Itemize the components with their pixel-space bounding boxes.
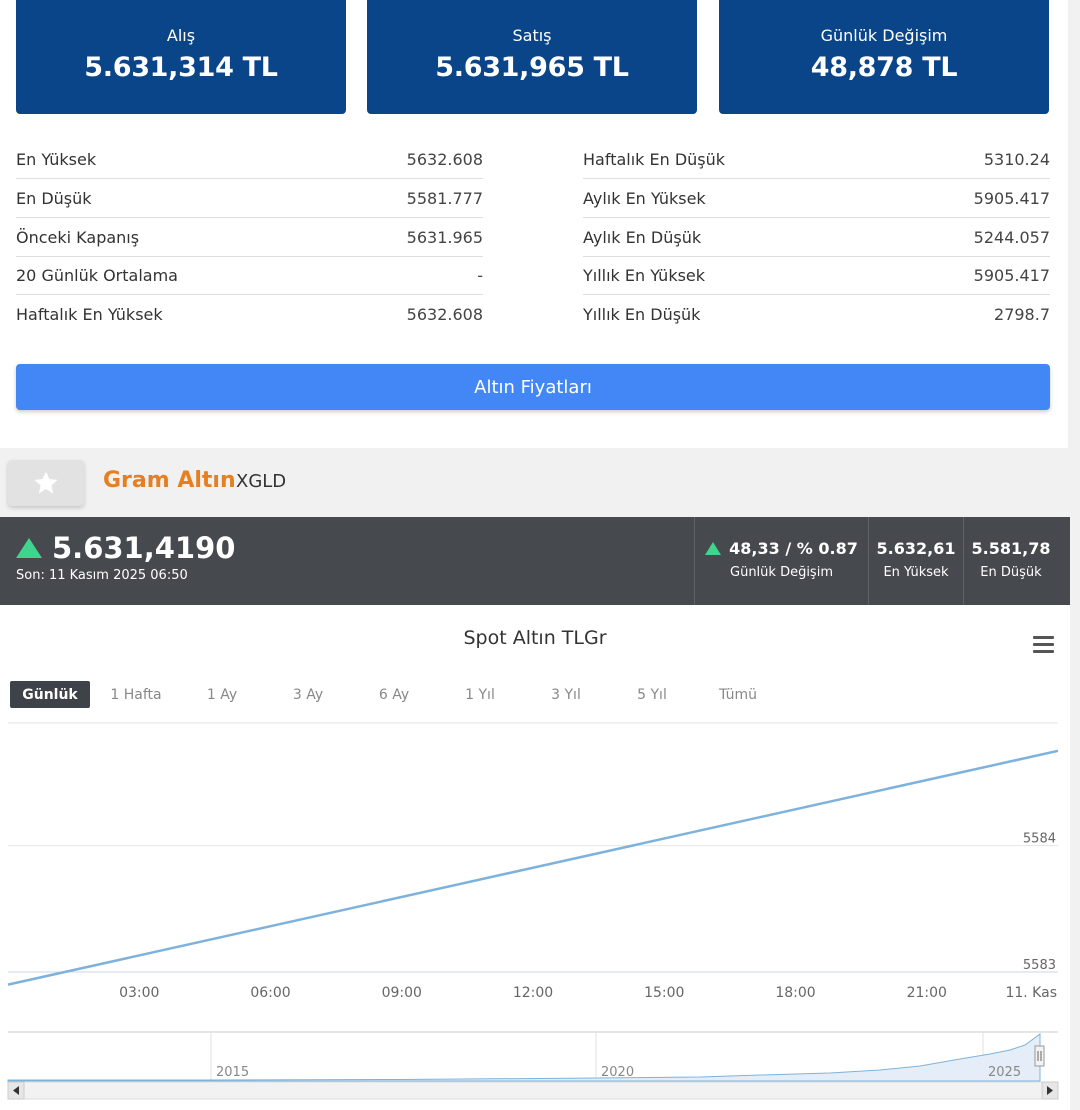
range-button-gunluk[interactable]: Günlük <box>10 681 90 708</box>
daily-change-quote-value: 48,33 / % 0.87 <box>729 539 858 558</box>
up-arrow-icon <box>705 542 722 555</box>
navigator-label: 2025 <box>988 1065 1021 1080</box>
price-summary-panel: Alış 5.631,314 TL Satış 5.631,965 TL Gün… <box>0 0 1068 448</box>
daily-change-quote: 48,33 / % 0.87 <box>695 539 868 558</box>
up-arrow-icon <box>16 538 42 558</box>
stat-value: 5581.777 <box>406 188 483 208</box>
range-button-5-yil[interactable]: 5 Yıl <box>637 686 667 703</box>
stat-row-low: En Düşük 5581.777 <box>16 179 483 218</box>
stat-label: En Yüksek <box>16 149 97 169</box>
stat-label: Haftalık En Düşük <box>583 149 726 169</box>
stat-row-high: En Yüksek 5632.608 <box>16 140 483 179</box>
range-button-tumu[interactable]: Tümü <box>718 686 757 703</box>
daily-change-value: 48,878 TL <box>810 52 958 83</box>
last-update-time: Son: 11 Kasım 2025 06:50 <box>16 568 188 583</box>
low-cell: 5.581,78 En Düşük <box>963 517 1058 605</box>
current-price-value: 5.631,4190 <box>52 531 236 565</box>
quote-bar: 5.631,4190 Son: 11 Kasım 2025 06:50 48,3… <box>0 517 1070 605</box>
low-label: En Düşük <box>980 565 1042 580</box>
range-button-6-ay[interactable]: 6 Ay <box>378 686 410 703</box>
high-label: En Yüksek <box>883 565 949 580</box>
line-chart: 03:00 06:00 09:00 12:00 15:00 18:00 21:00 11. K… <box>7 722 1059 1100</box>
stat-label: Haftalık En Yüksek <box>16 305 163 324</box>
scroll-right-icon <box>1047 1086 1053 1095</box>
navigator-label: 2015 <box>216 1065 249 1080</box>
x-tick-label: 03:00 <box>119 985 159 1001</box>
stat-label: Yıllık En Yüksek <box>583 265 706 285</box>
daily-change-cell: 48,33 / % 0.87 Günlük Değişim <box>694 517 868 605</box>
stat-label: Aylık En Yüksek <box>583 188 706 208</box>
navigator-handle[interactable] <box>1034 1045 1045 1067</box>
x-tick-label: 15:00 <box>644 985 684 1001</box>
current-price: 5.631,4190 <box>16 531 235 565</box>
range-button-3-yil[interactable]: 3 Yıl <box>551 686 581 703</box>
stat-value: 5905.417 <box>973 265 1050 285</box>
stat-row-monthly-low: Aylık En Düşük 5244.057 <box>583 218 1050 257</box>
high-value: 5.632,61 <box>876 539 956 558</box>
stat-value: - <box>477 265 483 285</box>
sell-price-card: Satış 5.631,965 TL <box>367 0 697 114</box>
buy-label: Alış <box>166 26 196 45</box>
scroll-left-icon <box>13 1086 19 1095</box>
stat-value: 5905.417 <box>973 188 1050 208</box>
sell-label: Satış <box>512 26 552 45</box>
stat-value: 5310.24 <box>983 149 1050 169</box>
stat-label: 20 Günlük Ortalama <box>16 265 178 285</box>
stat-row-weekly-low: Haftalık En Düşük 5310.24 <box>583 140 1050 179</box>
stat-row-monthly-high: Aylık En Yüksek 5905.417 <box>583 179 1050 218</box>
navigator-label: 2020 <box>601 1065 634 1080</box>
stat-value: 2798.7 <box>994 305 1050 324</box>
x-tick-label: 18:00 <box>775 985 815 1001</box>
instrument-code: XGLD <box>236 471 287 492</box>
daily-change-card: Günlük Değişim 48,878 TL <box>719 0 1049 114</box>
low-value: 5.581,78 <box>971 539 1051 558</box>
stat-row-20day-avg: 20 Günlük Ortalama - <box>16 256 483 295</box>
x-tick-label: 21:00 <box>907 985 947 1001</box>
x-tick-label: 09:00 <box>382 985 422 1001</box>
range-button-1-hafta[interactable]: 1 Hafta <box>110 686 162 703</box>
stat-value: 5632.608 <box>406 305 483 324</box>
range-button-1-yil[interactable]: 1 Yıl <box>465 686 495 703</box>
stat-row-yearly-low: Yıllık En Düşük 2798.7 <box>583 295 1050 334</box>
daily-change-label: Günlük Değişim <box>820 26 948 45</box>
stat-label: En Düşük <box>16 188 92 208</box>
price-line <box>7 749 1059 986</box>
favorite-button[interactable] <box>8 460 84 506</box>
chart-container: Spot Altın TLGr Günlük 1 Hafta 1 Ay 3 Ay… <box>0 605 1070 1110</box>
scrollbar[interactable] <box>7 1081 1059 1100</box>
x-tick-label: 06:00 <box>250 985 290 1001</box>
stat-value: 5632.608 <box>406 149 483 169</box>
range-button-1-ay[interactable]: 1 Ay <box>206 686 238 703</box>
stat-row-prev-close: Önceki Kapanış 5631.965 <box>16 218 483 257</box>
daily-change-quote-label: Günlük Değişim <box>730 565 833 580</box>
gold-prices-button[interactable]: Altın Fiyatları <box>16 364 1050 410</box>
chart-title: Spot Altın TLGr <box>463 627 607 649</box>
navigator-series <box>7 1033 1041 1082</box>
hamburger-menu-icon[interactable] <box>1033 636 1054 653</box>
range-button-3-ay[interactable]: 3 Ay <box>292 686 324 703</box>
sell-value: 5.631,965 TL <box>435 52 629 83</box>
stat-label: Aylık En Düşük <box>583 227 702 247</box>
navigator[interactable]: 2015 2020 2025 <box>7 1031 1058 1082</box>
stat-label: Önceki Kapanış <box>16 227 140 247</box>
y-tick-label: 5584 <box>1023 832 1056 847</box>
high-cell: 5.632,61 En Yüksek <box>868 517 963 605</box>
stat-value: 5631.965 <box>406 227 483 247</box>
stat-row-yearly-high: Yıllık En Yüksek 5905.417 <box>583 256 1050 295</box>
buy-price-card: Alış 5.631,314 TL <box>16 0 346 114</box>
instrument-name: Gram Altın <box>103 468 236 493</box>
x-tick-label: 12:00 <box>513 985 553 1001</box>
x-tick-label: 11. Kas <box>1005 985 1057 1001</box>
stat-row-weekly-high: Haftalık En Yüksek 5632.608 <box>16 295 483 334</box>
stat-value: 5244.057 <box>973 227 1050 247</box>
y-tick-label: 5583 <box>1023 958 1056 973</box>
stat-label: Yıllık En Düşük <box>583 305 701 324</box>
star-icon <box>34 471 58 494</box>
buy-value: 5.631,314 TL <box>84 52 278 83</box>
